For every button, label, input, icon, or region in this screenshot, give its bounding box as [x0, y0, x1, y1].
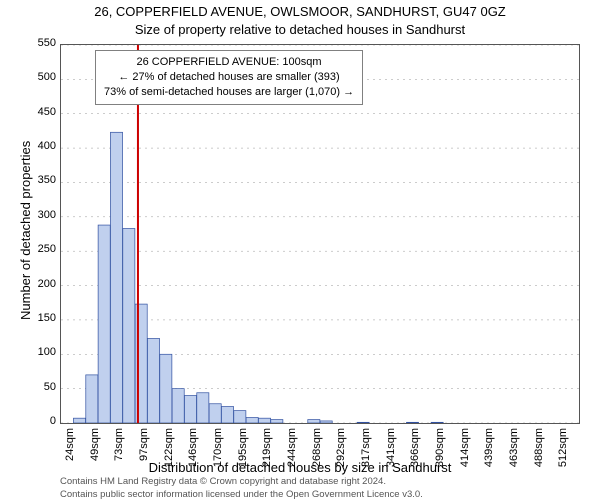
y-axis-label: Number of detached properties — [18, 141, 33, 320]
y-tick-label: 350 — [26, 174, 56, 186]
y-tick-label: 150 — [26, 312, 56, 324]
x-tick-label: 219sqm — [261, 428, 273, 478]
infobox-line-smaller: ← 27% of detached houses are smaller (39… — [104, 70, 354, 85]
y-tick-label: 300 — [26, 209, 56, 221]
x-tick-label: 97sqm — [138, 428, 150, 478]
y-tick-label: 100 — [26, 346, 56, 358]
x-tick-label: 439sqm — [483, 428, 495, 478]
x-tick-label: 366sqm — [409, 428, 421, 478]
x-tick-label: 463sqm — [508, 428, 520, 478]
x-tick-label: 292sqm — [335, 428, 347, 478]
x-tick-label: 122sqm — [163, 428, 175, 478]
x-tick-label: 146sqm — [187, 428, 199, 478]
footer-line-1: Contains HM Land Registry data © Crown c… — [60, 476, 423, 489]
x-tick-label: 244sqm — [286, 428, 298, 478]
x-tick-label: 512sqm — [557, 428, 569, 478]
x-tick-label: 488sqm — [533, 428, 545, 478]
x-tick-label: 268sqm — [311, 428, 323, 478]
y-tick-label: 0 — [26, 415, 56, 427]
y-tick-label: 250 — [26, 243, 56, 255]
x-tick-label: 170sqm — [212, 428, 224, 478]
x-tick-label: 24sqm — [64, 428, 76, 478]
y-tick-label: 200 — [26, 278, 56, 290]
chart-title-address: 26, COPPERFIELD AVENUE, OWLSMOOR, SANDHU… — [0, 4, 600, 19]
x-tick-label: 195sqm — [237, 428, 249, 478]
x-tick-label: 414sqm — [459, 428, 471, 478]
x-tick-label: 73sqm — [113, 428, 125, 478]
x-tick-label: 341sqm — [385, 428, 397, 478]
x-tick-label: 390sqm — [434, 428, 446, 478]
x-tick-label: 317sqm — [360, 428, 372, 478]
infobox-line-size: 26 COPPERFIELD AVENUE: 100sqm — [104, 55, 354, 70]
property-info-box: 26 COPPERFIELD AVENUE: 100sqm ← 27% of d… — [95, 50, 363, 105]
y-tick-label: 550 — [26, 37, 56, 49]
attribution-footer: Contains HM Land Registry data © Crown c… — [60, 476, 423, 502]
y-tick-label: 50 — [26, 381, 56, 393]
y-tick-label: 500 — [26, 71, 56, 83]
y-tick-label: 400 — [26, 140, 56, 152]
chart-subtitle: Size of property relative to detached ho… — [0, 22, 600, 37]
x-tick-label: 49sqm — [89, 428, 101, 478]
infobox-line-larger: 73% of semi-detached houses are larger (… — [104, 85, 354, 100]
y-tick-label: 450 — [26, 106, 56, 118]
